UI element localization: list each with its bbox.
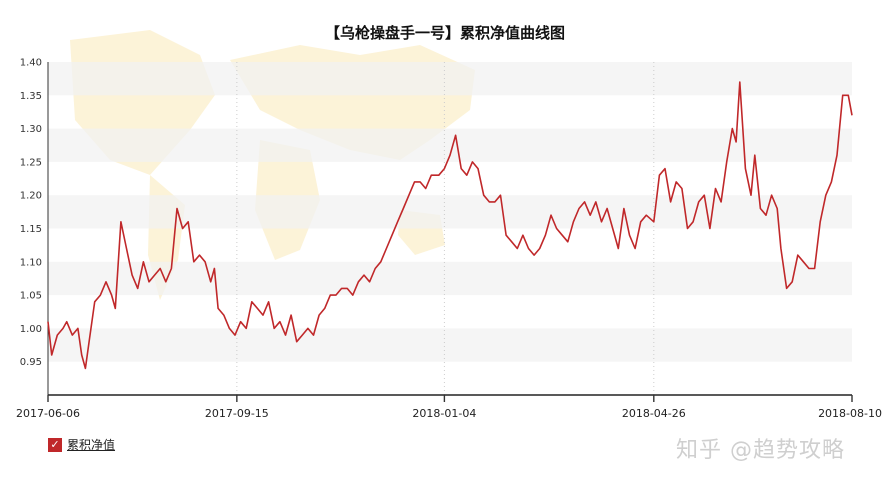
grid-band	[48, 261, 852, 296]
x-tick-label: 2018-04-26	[622, 407, 686, 420]
x-tick-label: 2017-06-06	[16, 407, 80, 420]
series-line-累积净值	[47, 81, 853, 370]
watermark: 知乎 @趋势攻略	[676, 438, 845, 463]
x-tick-label: 2017-09-15	[205, 407, 269, 420]
y-tick-label: 1.20	[20, 191, 42, 202]
legend[interactable]: ✓ 累积净值	[48, 436, 115, 453]
y-tick-label: 1.15	[20, 224, 42, 235]
y-tick-label: 1.05	[20, 291, 42, 302]
x-tick-label: 2018-01-04	[412, 407, 476, 420]
x-tick-labels: 2017-06-06 2017-09-15 2018-01-04 2018-04-26…	[16, 395, 882, 420]
y-tick-label: 1.00	[20, 324, 42, 335]
y-tick-label: 1.10	[20, 257, 42, 268]
axes	[47, 62, 852, 396]
legend-label[interactable]: 累积净值	[67, 438, 116, 452]
grid-band	[48, 62, 852, 96]
legend-checkbox-icon[interactable]: ✓	[48, 437, 62, 452]
y-tick-labels: 0.95 1.00 1.05 1.10 1.15 1.20 1.25 1.30 1.35 1.40	[20, 58, 42, 369]
y-tick-label: 1.30	[20, 124, 42, 135]
x-tick-label: 2018-08-10	[818, 407, 882, 420]
grid-band	[48, 195, 852, 229]
grid-band	[48, 328, 852, 362]
y-tick-label: 1.40	[20, 58, 42, 69]
y-tick-label: 1.25	[20, 157, 42, 168]
grid-bands	[48, 62, 852, 362]
y-tick-label: 0.95	[20, 357, 42, 368]
y-tick-label: 1.35	[20, 91, 42, 102]
chart-title: 【乌枪操盘手一号】累积净值曲线图	[324, 24, 565, 42]
